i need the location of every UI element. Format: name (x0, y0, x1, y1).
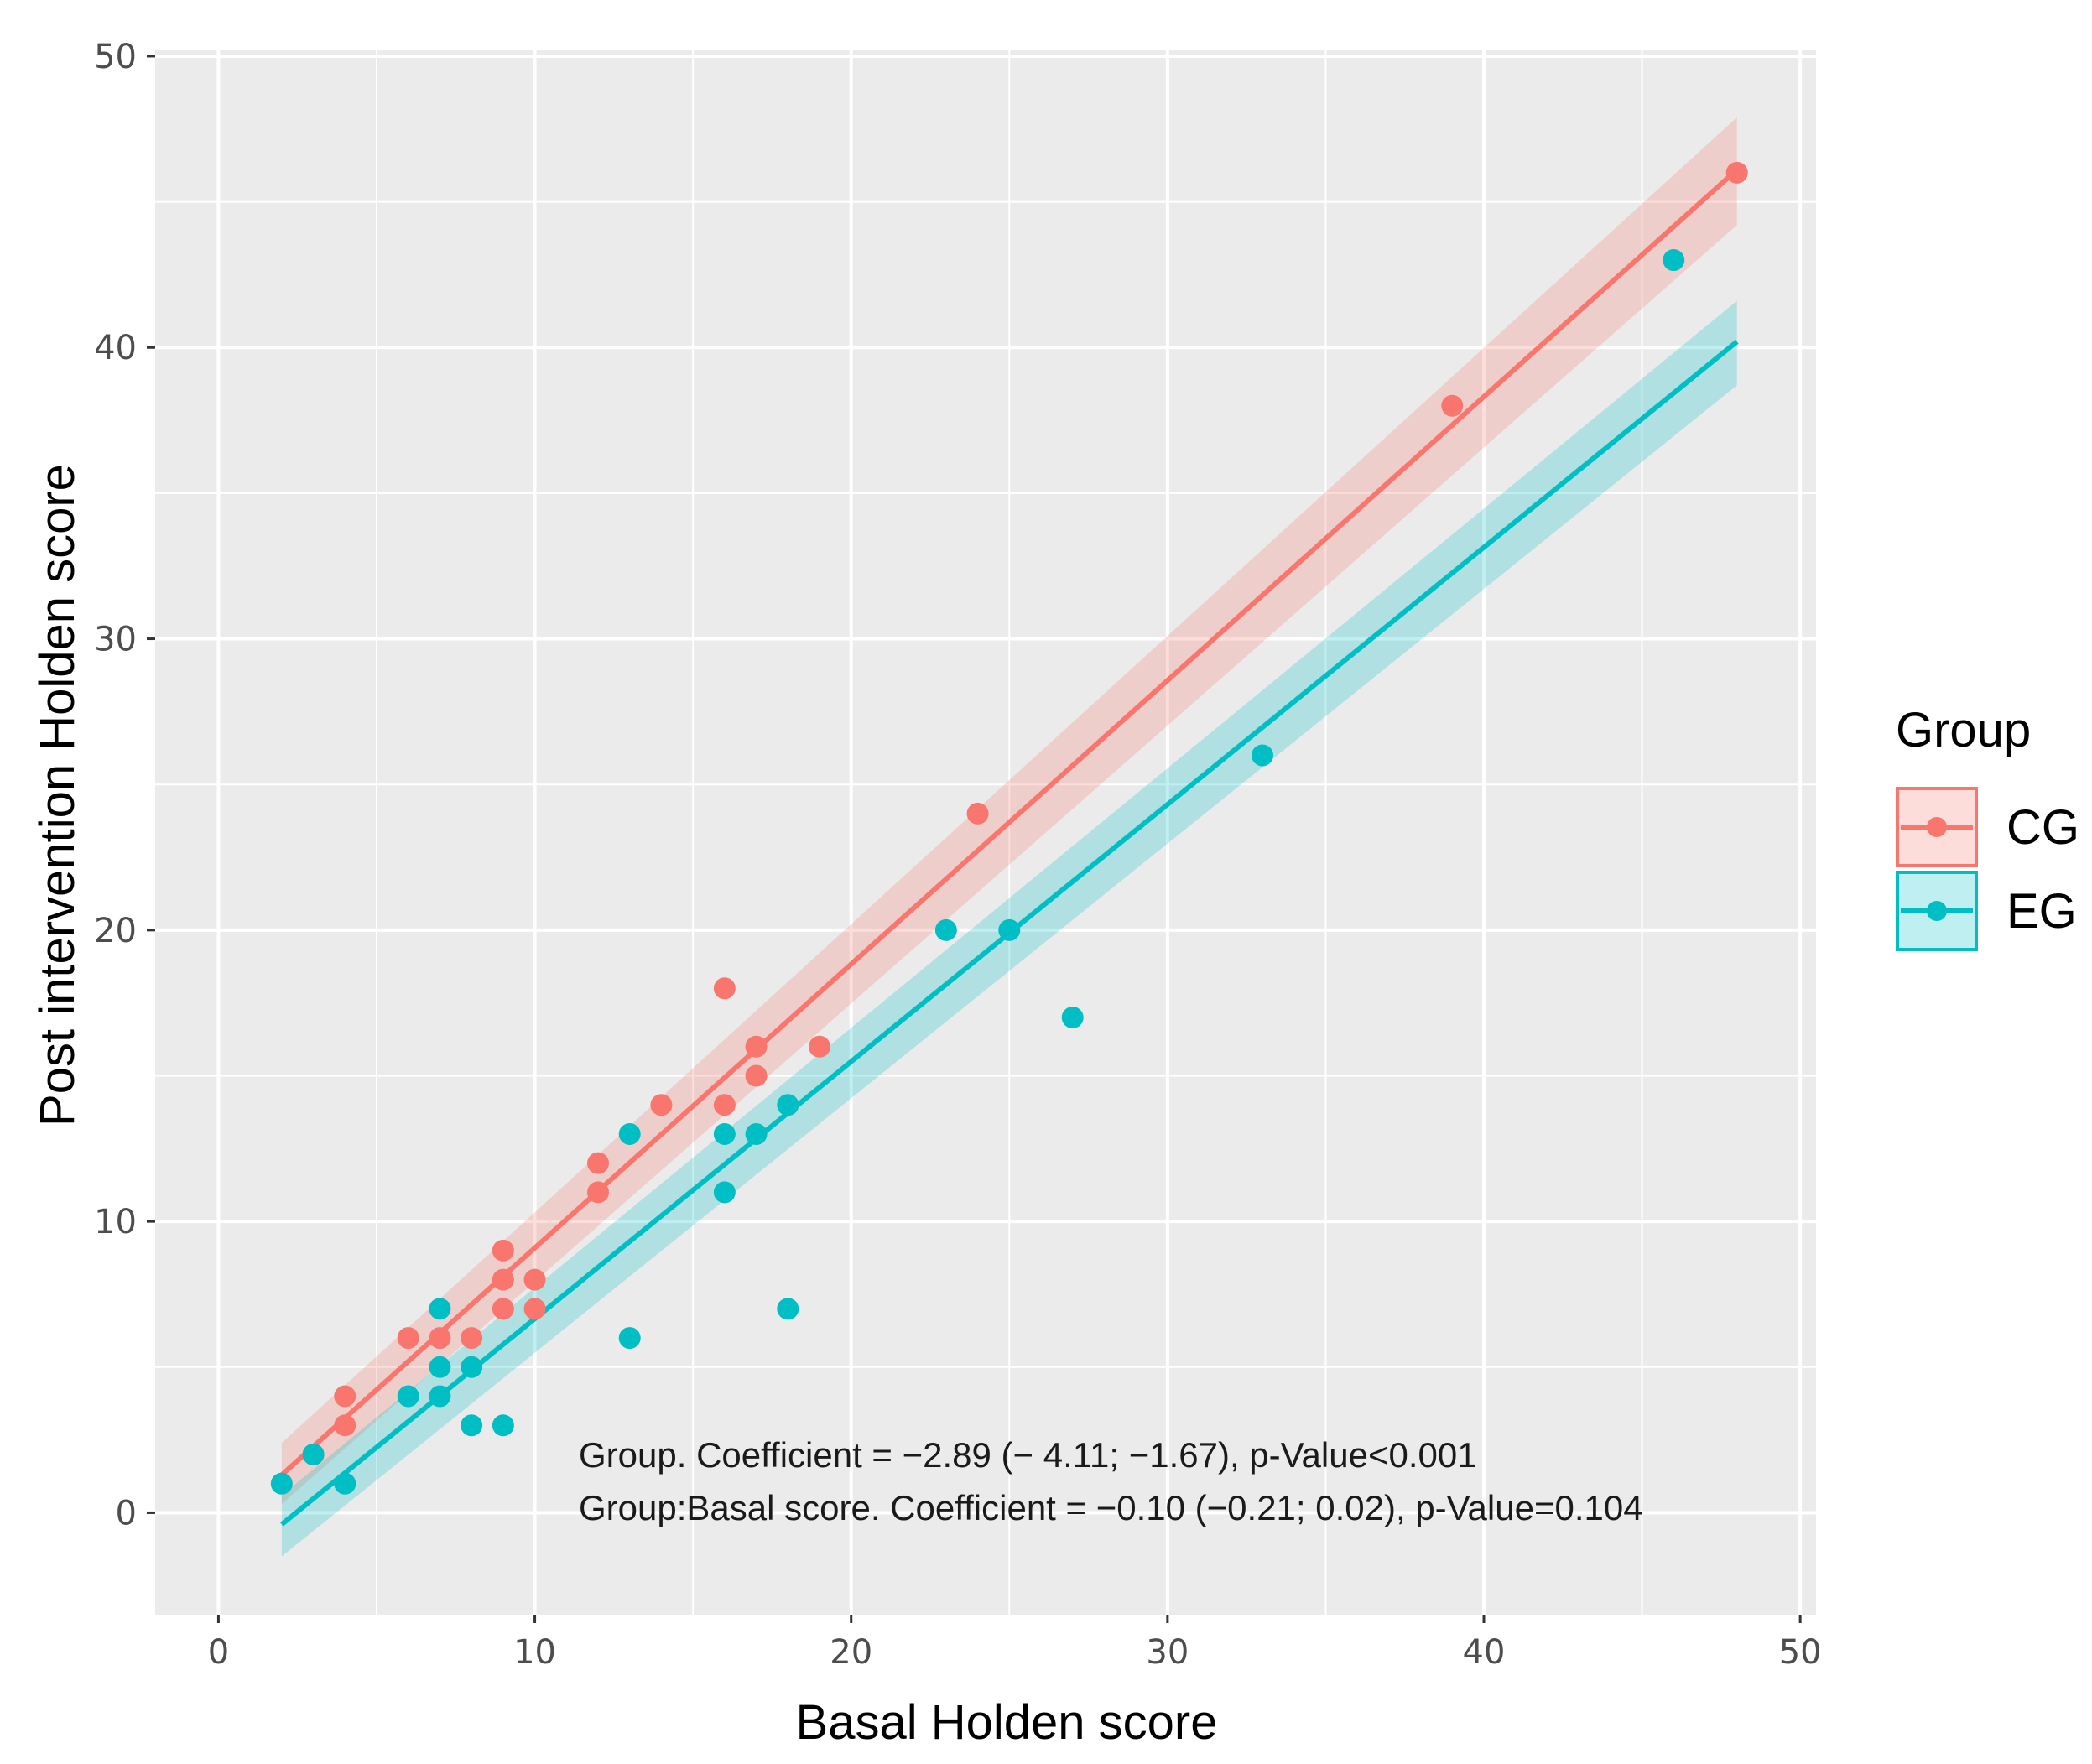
y-axis-title: Post intervention Holden score (30, 464, 85, 1127)
point-cg (523, 1268, 546, 1291)
point-eg (713, 1181, 736, 1204)
point-cg (745, 1035, 768, 1058)
y-tick-label: 50 (94, 38, 137, 76)
point-cg (492, 1298, 514, 1320)
point-eg (461, 1356, 483, 1378)
point-eg (745, 1122, 768, 1145)
grid-major (155, 50, 1816, 1615)
point-cg (492, 1268, 514, 1291)
point-eg (998, 918, 1021, 941)
point-cg (334, 1385, 356, 1408)
legend-title: Group (1896, 703, 2031, 757)
axis-ticks (147, 55, 1802, 1623)
point-cg (966, 802, 989, 825)
ci-band-cg (281, 117, 1737, 1505)
point-eg (492, 1414, 514, 1437)
point-cg (650, 1094, 673, 1116)
x-tick-label: 40 (1463, 1633, 1506, 1672)
y-tick-label: 0 (116, 1494, 137, 1532)
point-eg (777, 1094, 799, 1116)
legend-label-cg: CG (2006, 800, 2079, 855)
point-eg (461, 1414, 483, 1437)
point-cg (523, 1298, 546, 1320)
y-tick-label: 40 (94, 329, 137, 367)
y-tick-label: 10 (94, 1203, 137, 1241)
data-points (270, 161, 1748, 1495)
point-eg (1663, 249, 1685, 272)
point-eg (429, 1298, 451, 1320)
point-eg (397, 1385, 419, 1408)
tick-labels: 0 10 20 30 40 50 0 10 20 30 40 50 (94, 38, 1822, 1672)
point-eg (934, 918, 957, 941)
fit-line-cg (279, 168, 1739, 1477)
point-cg (587, 1152, 609, 1174)
panel-background (155, 50, 1816, 1615)
point-cg (397, 1327, 419, 1350)
point-eg (429, 1356, 451, 1378)
legend-item-eg: EG (1896, 871, 2077, 951)
point-cg (461, 1327, 483, 1350)
x-tick-label: 10 (513, 1633, 556, 1672)
x-tick-label: 20 (830, 1633, 872, 1672)
y-tick-label: 20 (94, 912, 137, 950)
y-tick-label: 30 (94, 621, 137, 659)
legend-items: CG EG (1896, 787, 2079, 951)
x-tick-label: 30 (1146, 1633, 1189, 1672)
point-eg (270, 1472, 293, 1495)
legend-item-cg: CG (1896, 787, 2079, 867)
x-tick-label: 50 (1779, 1633, 1822, 1672)
x-tick-label: 0 (208, 1633, 229, 1672)
point-cg (1441, 394, 1464, 417)
legend: Group CG EG (1896, 703, 2079, 951)
x-axis-title: Basal Holden score (796, 1695, 1218, 1750)
point-cg (429, 1327, 451, 1350)
point-eg (1061, 1007, 1084, 1029)
point-eg (777, 1298, 799, 1320)
point-eg (334, 1472, 356, 1495)
point-eg (429, 1385, 451, 1408)
point-eg (302, 1443, 325, 1465)
annotation-group-coefficient: Group. Coefficient = −2.89 (− 4.11; −1.6… (579, 1435, 1477, 1475)
point-cg (713, 977, 736, 1000)
point-eg (618, 1122, 641, 1145)
point-cg (1725, 161, 1748, 184)
point-cg (713, 1094, 736, 1116)
point-cg (334, 1414, 356, 1437)
point-eg (618, 1327, 641, 1350)
point-cg (745, 1064, 768, 1087)
point-eg (713, 1122, 736, 1145)
legend-point-eg (1927, 901, 1947, 921)
point-cg (587, 1181, 609, 1204)
point-cg (809, 1035, 830, 1058)
legend-label-eg: EG (2006, 884, 2077, 939)
point-cg (492, 1239, 514, 1262)
annotation-interaction-coefficient: Group:Basal score. Coefficient = −0.10 (… (579, 1488, 1643, 1527)
legend-point-cg (1927, 817, 1947, 837)
point-eg (1252, 744, 1273, 767)
grid-minor (155, 50, 1816, 1615)
